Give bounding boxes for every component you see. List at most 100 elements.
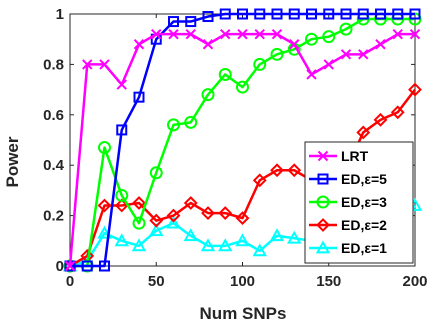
y-tick-label: 0.8	[43, 56, 64, 73]
data-point	[270, 47, 284, 61]
legend-marker	[317, 173, 329, 185]
x-tick-label: 100	[230, 273, 255, 290]
data-point	[340, 8, 352, 20]
series-lrt	[64, 28, 421, 272]
legend-label: ED,ε=1	[341, 240, 387, 256]
data-point	[149, 223, 164, 237]
data-point	[115, 188, 129, 202]
data-point	[322, 30, 336, 44]
data-point	[375, 39, 386, 50]
x-tick-label: 50	[148, 273, 165, 290]
data-point	[132, 196, 146, 210]
legend-entry: LRT	[309, 148, 369, 164]
data-point	[99, 59, 110, 70]
data-point	[97, 198, 112, 213]
data-point	[219, 8, 231, 20]
data-point	[323, 59, 334, 70]
data-point	[287, 230, 302, 244]
data-point	[287, 163, 302, 178]
data-point	[166, 215, 181, 229]
series-line	[70, 12, 415, 268]
data-point	[409, 28, 421, 40]
data-point	[64, 260, 76, 272]
data-point	[82, 59, 93, 70]
data-point	[201, 206, 215, 220]
x-tick-label: 200	[402, 273, 427, 290]
legend-entry: ED,ε=5	[309, 171, 387, 187]
data-point	[116, 124, 128, 136]
data-point	[408, 82, 422, 97]
legend-label: ED,ε=5	[341, 171, 387, 187]
data-point	[358, 49, 369, 60]
data-point	[200, 238, 216, 252]
data-point	[116, 79, 127, 90]
data-point	[392, 28, 403, 40]
legend-entry: ED,ε=2	[309, 217, 387, 233]
data-point	[132, 216, 146, 230]
data-point	[306, 69, 317, 80]
data-point	[166, 208, 181, 223]
y-tick-label: 0	[56, 258, 64, 275]
data-point	[235, 233, 250, 247]
x-tick-label: 150	[316, 273, 341, 290]
legend-label: ED,ε=3	[341, 194, 387, 210]
data-point	[237, 28, 248, 40]
data-point	[218, 206, 233, 220]
legend-entry: ED,ε=3	[309, 194, 387, 210]
y-tick-label: 0.2	[43, 208, 64, 225]
data-point	[323, 8, 335, 20]
data-point	[167, 118, 180, 132]
data-point	[254, 28, 265, 40]
data-point	[220, 28, 231, 40]
data-point	[202, 39, 214, 50]
data-point	[185, 28, 196, 40]
y-tick-label: 1	[56, 6, 64, 23]
data-point	[271, 8, 283, 20]
data-point	[339, 22, 353, 36]
series-layer	[62, 8, 423, 273]
data-point	[149, 166, 163, 180]
axes: 0 50 100 150 200 0 0.2 0.4 0.6 0.8 1	[43, 6, 427, 290]
data-point	[133, 91, 145, 103]
y-axis-label: Power	[3, 136, 22, 187]
data-point	[149, 213, 164, 228]
data-point	[253, 57, 267, 71]
data-point	[114, 233, 129, 247]
data-point	[81, 260, 93, 272]
data-point	[151, 28, 162, 40]
legend-entry: ED,ε=1	[309, 240, 387, 256]
legend-label: LRT	[341, 148, 369, 164]
data-point	[305, 32, 318, 46]
data-point	[183, 196, 198, 210]
data-point	[133, 39, 145, 50]
data-point	[99, 260, 110, 272]
data-point	[185, 16, 197, 28]
data-point	[97, 225, 112, 239]
data-point	[202, 11, 214, 23]
data-point	[357, 8, 369, 20]
data-point	[392, 8, 404, 20]
data-point	[168, 16, 179, 28]
data-point	[269, 228, 285, 242]
data-point	[271, 28, 283, 40]
data-point	[254, 8, 266, 20]
data-point	[340, 49, 352, 60]
data-point	[356, 125, 371, 140]
data-point	[236, 80, 249, 94]
data-point	[235, 211, 250, 226]
data-point	[409, 8, 421, 20]
data-point	[375, 8, 386, 20]
legend-marker	[315, 240, 331, 254]
data-point	[201, 88, 215, 102]
data-point	[183, 228, 198, 242]
data-point	[390, 105, 405, 120]
legend-label: ED,ε=2	[341, 217, 387, 233]
legend-marker	[316, 195, 330, 209]
data-point	[306, 8, 317, 20]
series-ed-5	[64, 8, 421, 272]
data-point	[288, 8, 300, 20]
data-point	[168, 28, 179, 40]
y-tick-label: 0.6	[43, 107, 64, 124]
y-tick-label: 0.4	[43, 157, 65, 174]
